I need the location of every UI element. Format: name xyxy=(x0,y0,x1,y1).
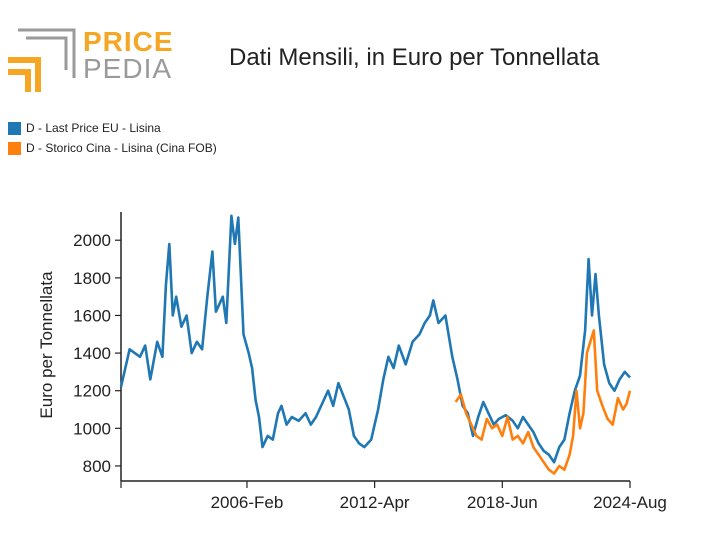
legend: D - Last Price EU - Lisina D - Storico C… xyxy=(8,118,217,158)
legend-swatch-eu xyxy=(8,121,21,135)
y-tick-label: 1000 xyxy=(73,419,111,438)
y-tick-label: 1800 xyxy=(73,269,111,288)
legend-label-eu: D - Last Price EU - Lisina xyxy=(26,121,161,135)
series-lines xyxy=(119,214,632,475)
series-line-cina xyxy=(454,329,632,475)
x-tick-label: 2006-Feb xyxy=(211,493,284,512)
y-tick-label: 800 xyxy=(83,457,111,476)
legend-swatch-cina xyxy=(8,141,21,155)
legend-item-cina[interactable]: D - Storico Cina - Lisina (Cina FOB) xyxy=(8,138,217,158)
y-tick-label: 1200 xyxy=(73,382,111,401)
logo-mark-icon xyxy=(8,28,76,92)
pricepedia-logo: PRICE PEDIA xyxy=(6,20,173,95)
y-tick-label: 2000 xyxy=(73,231,111,250)
x-tick-label: 2024-Aug xyxy=(593,493,667,512)
x-tick-label: 2012-Apr xyxy=(340,493,410,512)
chart-title: Dati Mensili, in Euro per Tonnellata xyxy=(229,44,600,71)
y-tick-label: 1600 xyxy=(73,306,111,325)
legend-label-cina: D - Storico Cina - Lisina (Cina FOB) xyxy=(26,141,217,155)
logo-word-price: PRICE xyxy=(83,26,174,57)
axes: 800 1000 1200 1400 1600 1800 2000 2006-Feb 2012-… xyxy=(73,212,667,512)
series-line-eu xyxy=(119,214,631,464)
x-tick-label: 2018-Jun xyxy=(467,493,538,512)
logo-word-pedia: PEDIA xyxy=(83,53,173,84)
y-tick-label: 1400 xyxy=(73,344,111,363)
y-axis-label: Euro per Tonnellata xyxy=(37,271,56,419)
legend-item-eu[interactable]: D - Last Price EU - Lisina xyxy=(8,118,217,138)
